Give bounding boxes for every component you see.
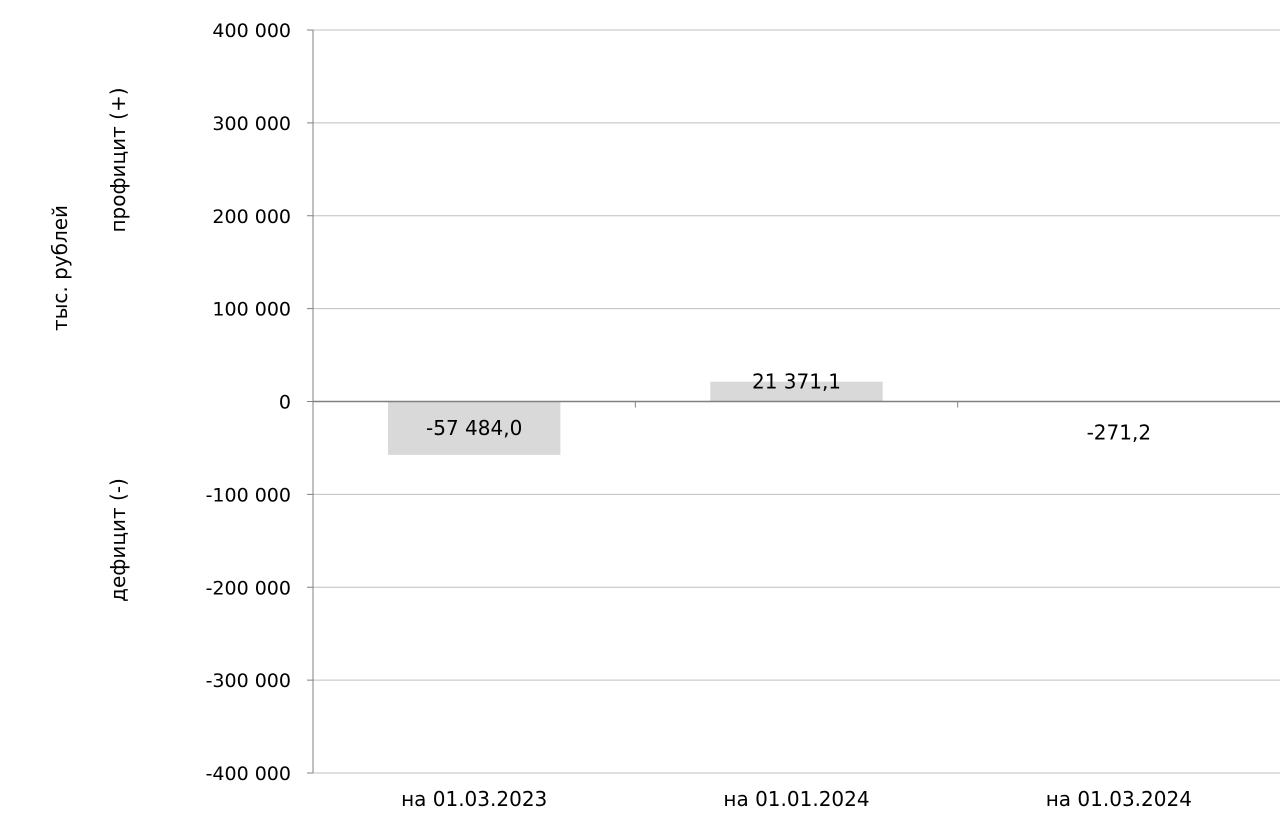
y-tick-label: 0 bbox=[279, 392, 291, 414]
y-tick-label: -100 000 bbox=[206, 484, 291, 506]
data-label: -57 484,0 bbox=[426, 416, 522, 440]
x-tick-label: на 01.03.2023 bbox=[401, 787, 547, 811]
y-tick-label: 200 000 bbox=[212, 206, 291, 228]
x-tick-label: на 01.03.2024 bbox=[1046, 787, 1192, 811]
bar bbox=[710, 381, 883, 402]
y-tick-label: 100 000 bbox=[212, 299, 291, 321]
data-label: 21 371,1 bbox=[752, 370, 841, 394]
y-tick-label: -200 000 bbox=[206, 577, 291, 599]
y-tick-label: 300 000 bbox=[212, 113, 291, 135]
data-label: -271,2 bbox=[1087, 421, 1151, 445]
bar bbox=[387, 401, 561, 455]
y-tick-label: -300 000 bbox=[206, 670, 291, 692]
y-tick-label: -400 000 bbox=[206, 763, 291, 785]
y-tick-label: 400 000 bbox=[212, 20, 291, 42]
x-tick-label: на 01.01.2024 bbox=[723, 787, 869, 811]
